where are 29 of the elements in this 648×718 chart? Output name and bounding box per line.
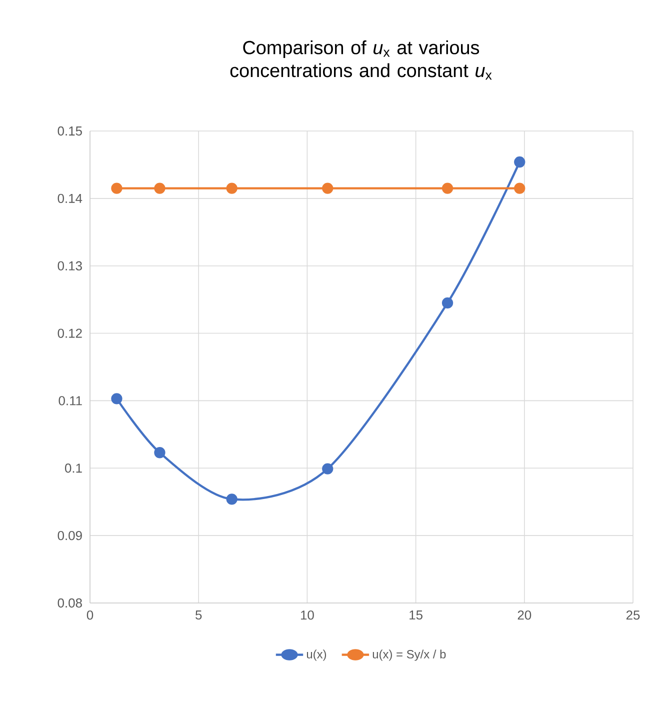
point bbox=[514, 182, 526, 194]
legend-label: u(x) bbox=[306, 650, 326, 661]
point bbox=[442, 297, 454, 309]
y-tick-label: 0.15 bbox=[58, 126, 82, 136]
x-tick-label: 15 bbox=[410, 610, 422, 620]
point bbox=[322, 463, 334, 474]
point bbox=[111, 182, 122, 194]
point bbox=[226, 182, 238, 194]
y-tick-label: 0.08 bbox=[58, 598, 82, 608]
y-tick-label: 0.09 bbox=[58, 530, 82, 540]
point bbox=[322, 182, 334, 194]
y-tick-label: 0.1 bbox=[64, 464, 82, 473]
x-tick-label: 5 bbox=[196, 610, 202, 620]
point bbox=[514, 156, 526, 168]
x-tick-label: 20 bbox=[518, 610, 532, 620]
y-tick-label: 0.11 bbox=[58, 396, 82, 406]
point bbox=[442, 182, 454, 194]
y-tick-label: 0.14 bbox=[58, 194, 82, 204]
x-tick-label: 10 bbox=[300, 610, 314, 620]
point bbox=[154, 182, 166, 194]
x-tick-label: 0 bbox=[86, 610, 94, 620]
y-tick-label: 0.13 bbox=[58, 261, 82, 270]
point bbox=[226, 494, 238, 505]
chart-title: Comparison of u$_{x}$ at various concentrations and constant u$_{x}$ bbox=[230, 40, 492, 80]
point bbox=[111, 393, 122, 404]
x-tick-label: 25 bbox=[626, 610, 640, 620]
legend-label: u(x) = Sy/x / b bbox=[372, 650, 446, 661]
point bbox=[154, 447, 166, 458]
y-tick-label: 0.12 bbox=[58, 328, 82, 338]
